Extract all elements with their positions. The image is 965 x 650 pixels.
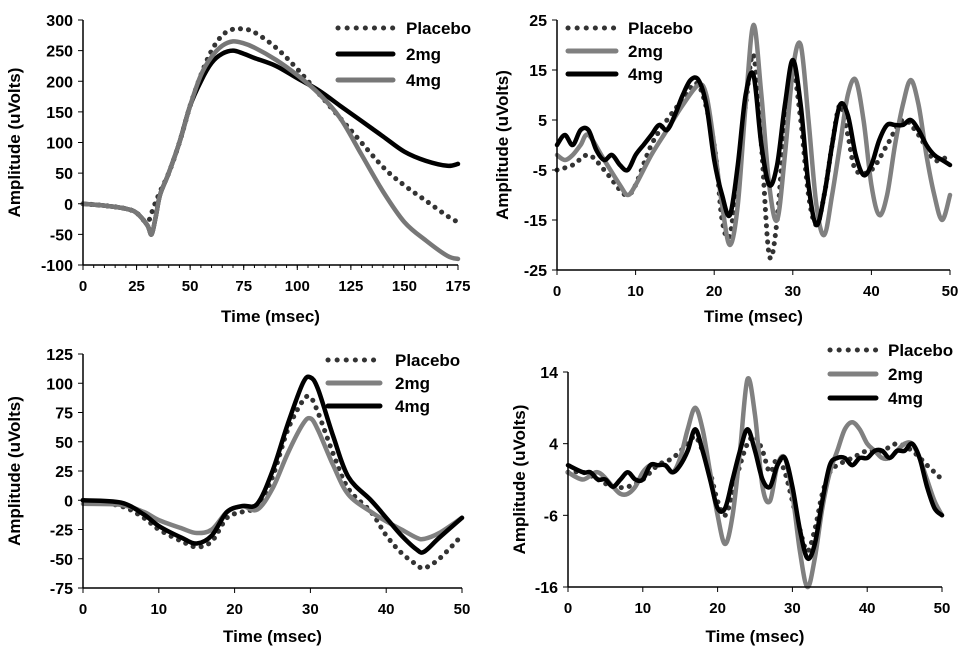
y-tick-label: 25 (529, 13, 547, 30)
x-tick-label: 125 (338, 278, 363, 295)
y-tick-label: -50 (50, 552, 73, 569)
y-tick-label: -25 (50, 523, 73, 540)
y-tick-label: -75 (50, 581, 73, 598)
legend-label-placebo: Placebo (406, 19, 471, 38)
legend-label-2mg: 2mg (628, 42, 663, 61)
x-tick-label: 10 (634, 600, 651, 617)
legend-label-2mg: 2mg (888, 365, 923, 384)
y-tick-label: -5 (533, 163, 547, 180)
y-axis-title: Amplitude (uVolts) (493, 70, 512, 220)
chart-panel-2: 0 10 20 30 40 50 -25 -15 -5 5 15 25 Time (msec) Ampli… (493, 13, 958, 326)
y-tick-label: -6 (544, 508, 558, 525)
legend: Placebo 2mg 4mg (827, 341, 953, 408)
y-tick-label: 0 (64, 197, 73, 214)
y-tick-label: -100 (41, 258, 73, 275)
series-line-placebo (80, 393, 465, 571)
chart-panel-3: 0 10 20 30 40 50 -75 -50 -25 0 25 50 75 100 125 Time (m… (5, 347, 470, 646)
series-line-2mg (80, 415, 465, 542)
x-tick-label: 30 (784, 600, 801, 617)
legend-label-4mg: 4mg (406, 71, 441, 90)
legend: Placebo 2mg 4mg (335, 19, 471, 90)
x-tick-label: 50 (942, 283, 959, 300)
y-tick-label: 50 (55, 435, 73, 452)
y-tick-label: 300 (46, 13, 73, 30)
y-axis-title: Amplitude (uVolts) (5, 396, 24, 546)
y-tick-label: 100 (46, 376, 73, 393)
x-tick-label: 10 (150, 601, 167, 618)
x-tick-label: 75 (235, 278, 252, 295)
x-tick-label: 0 (553, 283, 561, 300)
x-tick-label: 40 (863, 283, 880, 300)
legend: Placebo 2mg 4mg (565, 19, 693, 84)
legend-label-placebo: Placebo (628, 19, 693, 38)
x-tick-label: 50 (934, 600, 951, 617)
x-axis-title: Time (msec) (706, 627, 805, 646)
chart-panel-1: 0 25 50 75 100 125 150 175 -100 -50 0 50 100 150 200 25… (5, 13, 471, 326)
x-tick-label: 40 (378, 601, 395, 618)
x-tick-label: 0 (564, 600, 572, 617)
x-tick-label: 10 (627, 283, 644, 300)
x-tick-label: 20 (709, 600, 726, 617)
x-tick-label: 150 (392, 278, 417, 295)
y-tick-label: 75 (55, 406, 73, 423)
y-tick-label: -50 (50, 227, 73, 244)
x-tick-label: 0 (79, 601, 87, 618)
series-line-4mg (80, 39, 461, 262)
y-tick-label: 250 (46, 44, 73, 61)
y-tick-label: 5 (538, 113, 547, 130)
x-tick-label: 25 (128, 278, 145, 295)
y-tick-label: 150 (46, 105, 73, 122)
legend-label-placebo: Placebo (395, 351, 460, 370)
series-line-placebo (80, 26, 461, 225)
legend-label-4mg: 4mg (395, 397, 430, 416)
legend-label-4mg: 4mg (888, 389, 923, 408)
x-tick-label: 100 (285, 278, 310, 295)
y-tick-label: 200 (46, 74, 73, 91)
legend-label-2mg: 2mg (406, 45, 441, 64)
x-axis-title: Time (msec) (704, 307, 803, 326)
y-tick-label: 100 (46, 136, 73, 153)
series-line-4mg (554, 57, 953, 228)
y-tick-label: 125 (46, 347, 73, 364)
y-axis-title: Amplitude (uVolts) (510, 405, 529, 555)
legend-label-placebo: Placebo (888, 341, 953, 360)
y-tick-label: 15 (529, 63, 547, 80)
series-line-4mg (80, 374, 465, 555)
y-tick-label: 0 (64, 493, 73, 510)
y-tick-label: 4 (549, 437, 558, 454)
y-tick-label: -15 (524, 213, 547, 230)
series-line-4mg (565, 427, 945, 562)
x-tick-label: 175 (445, 278, 470, 295)
series-line-2mg (80, 48, 461, 237)
y-tick-label: -16 (535, 580, 558, 597)
legend-label-2mg: 2mg (395, 374, 430, 393)
x-tick-label: 50 (182, 278, 199, 295)
x-tick-label: 0 (79, 278, 87, 295)
series-line-2mg (554, 22, 953, 248)
y-tick-label: 50 (55, 166, 73, 183)
legend: Placebo 2mg 4mg (325, 351, 460, 416)
y-tick-label: 14 (540, 365, 558, 382)
x-tick-label: 20 (226, 601, 243, 618)
x-tick-label: 40 (859, 600, 876, 617)
series-line-2mg (565, 376, 945, 590)
x-tick-label: 50 (454, 601, 471, 618)
x-axis-title: Time (msec) (223, 627, 322, 646)
y-axis-title: Amplitude (uVolts) (5, 68, 24, 218)
x-axis-title: Time (msec) (221, 307, 320, 326)
x-tick-label: 30 (302, 601, 319, 618)
y-tick-label: 25 (55, 464, 73, 481)
chart-panel-4: 0 10 20 30 40 50 -16 -6 4 14 Time (msec) Amplitude … (510, 341, 953, 646)
legend-label-4mg: 4mg (628, 65, 663, 84)
x-tick-label: 30 (784, 283, 801, 300)
y-tick-label: -25 (524, 263, 547, 280)
x-tick-label: 20 (706, 283, 723, 300)
